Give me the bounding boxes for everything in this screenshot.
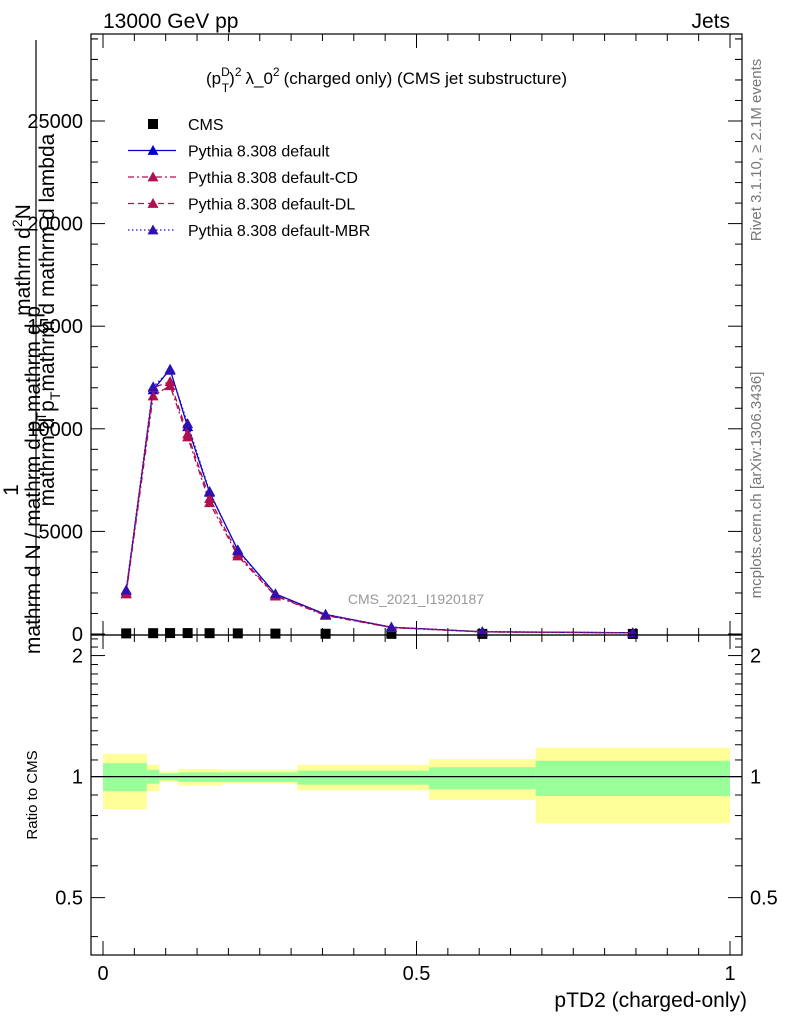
cms-data-point bbox=[204, 628, 215, 639]
main-y-tick-label: 15000 bbox=[27, 316, 83, 338]
ratio-y-tick-label-right: 1 bbox=[750, 767, 761, 789]
ylabel-num-sup: 2 bbox=[9, 219, 25, 227]
series-marker bbox=[204, 485, 216, 496]
main-x-ticks bbox=[102, 34, 731, 635]
main-y-tick-label: 20000 bbox=[27, 214, 83, 236]
ratio-y-tick-label-right: 0.5 bbox=[750, 888, 778, 910]
ratio-y-ticks: 0.5 0.5 1 1 2 2 bbox=[55, 638, 778, 938]
series-line bbox=[125, 369, 633, 634]
cms-data-point bbox=[270, 628, 281, 639]
legend-cms-marker bbox=[148, 119, 158, 129]
cms-data-point bbox=[320, 628, 331, 639]
cms-data-point bbox=[232, 628, 243, 639]
title-rest: (charged only) (CMS jet substructure) bbox=[284, 69, 567, 88]
legend-marker bbox=[147, 171, 159, 182]
series-marker bbox=[385, 621, 397, 632]
series-marker bbox=[182, 418, 194, 429]
cms-data-point bbox=[386, 628, 397, 639]
x-axis-label: pTD2 (charged-only) bbox=[554, 989, 747, 1012]
ratio-y-tick-label-right: 2 bbox=[750, 646, 761, 668]
title-lambda: λ_0 bbox=[246, 69, 273, 88]
series-marker bbox=[204, 493, 216, 503]
ratio-x-tick-label: 1 bbox=[724, 963, 735, 985]
series-marker bbox=[476, 626, 488, 637]
main-y-tick-label: 5000 bbox=[39, 521, 84, 543]
title-sub: T bbox=[222, 81, 230, 95]
series-marker bbox=[269, 588, 281, 599]
ylabel-num: mathrm d bbox=[12, 227, 35, 316]
ratio-x-tick-label: 0 bbox=[97, 963, 108, 985]
cms-data-point bbox=[148, 628, 159, 639]
ylabel-frac-den: mathrm d N / mathrm d p bbox=[22, 421, 45, 654]
ylabel-frac-rest: mathrm d p bbox=[22, 306, 45, 412]
legend-label: Pythia 8.308 default-CD bbox=[188, 170, 358, 187]
series-line bbox=[125, 384, 633, 634]
title-sq2: 2 bbox=[273, 65, 280, 79]
ratio-x-tick-label: 0.5 bbox=[403, 963, 431, 985]
series-marker bbox=[182, 428, 194, 439]
ratio-bands bbox=[103, 747, 730, 824]
ratio-y-tick-label: 0.5 bbox=[55, 888, 83, 910]
legend: CMS Pythia 8.308 default Pythia 8.308 defa… bbox=[128, 117, 370, 240]
series-marker bbox=[120, 584, 132, 595]
legend-marker bbox=[147, 198, 159, 208]
main-y-tick-label: 25000 bbox=[27, 111, 83, 133]
ratio-y-tick-label: 2 bbox=[72, 646, 83, 668]
header-right: Jets bbox=[691, 10, 730, 33]
legend-label: CMS bbox=[188, 117, 224, 134]
series-marker bbox=[164, 364, 176, 375]
main-y-tick-label: 10000 bbox=[27, 419, 83, 441]
main-y-label: mathrm d2N mathrm d pTmathrm d mathrm d … bbox=[0, 40, 63, 654]
cms-data-point bbox=[182, 628, 193, 639]
title-sq: 2 bbox=[235, 65, 242, 79]
title-p: (p bbox=[206, 69, 221, 88]
series-marker bbox=[147, 390, 159, 401]
svg-text:mathrm d pTmathrm d mathrm d l: mathrm d pTmathrm d mathrm d lambda bbox=[36, 133, 63, 506]
watermark: CMS_2021_I1920187 bbox=[348, 591, 484, 607]
ratio-inner-band bbox=[535, 760, 730, 796]
ratio-x-ticks: 0 0.5 1 bbox=[97, 635, 736, 985]
cms-data-point bbox=[165, 628, 176, 639]
plot-title: (pD T)2 λ_02 (charged only) (CMS jet substr… bbox=[206, 65, 567, 95]
legend-label: Pythia 8.308 default bbox=[188, 144, 330, 161]
title-sup: D bbox=[221, 65, 230, 79]
series-marker bbox=[164, 376, 176, 387]
ratio-panel: 0.5 0.51 12 2 0 0.5 1 bbox=[55, 634, 778, 985]
main-y-ticks: 0 5000 10000 15000 20000 25000 bbox=[27, 38, 742, 646]
ylabel-frac-sub: T bbox=[33, 412, 49, 421]
ratio-inner-band bbox=[297, 770, 430, 785]
legend-label: Pythia 8.308 default-MBR bbox=[188, 223, 370, 240]
ratio-inner-band bbox=[429, 767, 536, 790]
legend-marker bbox=[147, 145, 159, 155]
svg-text:mathrm d2N: mathrm d2N bbox=[9, 204, 35, 316]
header-left: 13000 GeV pp bbox=[103, 10, 238, 33]
main-y-tick-label: 0 bbox=[72, 624, 83, 646]
svg-text:(pDT)2λ_02(charged only) (CMS: (pD T)2 λ_02 (charged only) (CMS jet substr… bbox=[206, 65, 567, 95]
rivet-label: Rivet 3.1.10, ≥ 2.1M events bbox=[748, 59, 765, 242]
ylabel-one: 1 bbox=[0, 484, 23, 496]
cms-data-point bbox=[121, 628, 132, 639]
title-close: ) bbox=[229, 69, 235, 88]
legend-label: Pythia 8.308 default-DL bbox=[188, 197, 355, 214]
ylabel-den-sub: T bbox=[47, 391, 63, 400]
main-series bbox=[120, 363, 639, 639]
mcplots-label: mcplots.cern.ch [arXiv:1306.3436] bbox=[748, 372, 765, 599]
ylabel-den-rest: mathrm d mathrm d lambda bbox=[36, 133, 59, 391]
series-marker bbox=[147, 381, 159, 392]
series-marker bbox=[320, 608, 332, 619]
svg-text:mathrm d N / mathrm d pTmathrm: mathrm d N / mathrm d pTmathrm d p bbox=[22, 306, 49, 654]
ratio-y-label: Ratio to CMS bbox=[24, 750, 41, 839]
legend-marker bbox=[147, 224, 159, 235]
ylabel-num-rest: N bbox=[12, 204, 35, 219]
series-marker bbox=[232, 545, 244, 556]
ylabel-den: mathrm d p bbox=[36, 400, 59, 506]
ratio-y-tick-label: 1 bbox=[72, 767, 83, 789]
